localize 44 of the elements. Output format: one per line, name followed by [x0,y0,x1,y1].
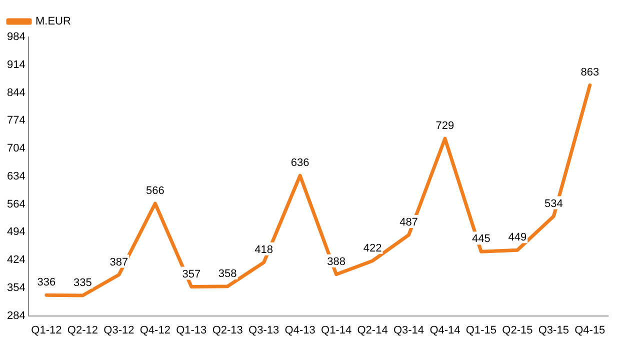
y-tick-label: 704 [6,142,26,155]
x-tick-label: Q1-14 [321,324,352,336]
data-label: 566 [146,185,164,198]
data-label: 418 [254,244,274,256]
data-label: 388 [327,256,346,268]
data-label: 487 [400,216,418,228]
x-tick-label: Q3-14 [393,324,424,336]
data-label: 336 [37,276,56,289]
x-tick-label: Q2-12 [67,324,98,336]
data-label: 357 [182,268,201,280]
y-tick-label: 774 [6,114,26,127]
data-label: 534 [544,198,563,210]
data-label: 335 [74,277,92,290]
data-label: 422 [363,242,382,254]
x-tick-label: Q1-15 [466,324,496,336]
x-tick-label: Q3-15 [538,324,569,336]
x-tick-label: Q4-14 [430,324,460,336]
data-label: 863 [580,66,600,79]
x-tick-label: Q1-12 [31,324,62,336]
y-tick-label: 844 [6,86,26,99]
data-label: 449 [508,232,527,244]
y-tick-label: 564 [6,198,26,210]
x-tick-label: Q4-12 [140,324,170,336]
x-tick-label: Q4-13 [284,324,316,336]
x-tick-label: Q2-14 [357,324,388,336]
x-tick-label: Q3-13 [248,324,280,336]
y-tick-label: 354 [6,282,26,294]
y-tick-label: 284 [6,310,26,322]
y-tick-label: 494 [6,226,26,238]
data-label: 729 [436,120,454,132]
data-label: 445 [472,233,490,246]
data-label: 387 [110,256,128,268]
y-tick-label: 984 [6,31,26,44]
y-tick-label: 634 [6,170,26,182]
data-label: 636 [290,157,310,170]
y-tick-label: 424 [6,254,26,266]
x-tick-label: Q4-15 [574,324,606,336]
x-tick-label: Q2-13 [212,324,243,336]
legend-label: M.EUR [36,16,71,28]
y-tick-label: 914 [6,58,26,71]
x-tick-label: Q3-12 [104,324,134,336]
x-tick-label: Q1-13 [176,324,207,336]
x-tick-label: Q2-15 [502,324,533,336]
data-label: 358 [218,268,237,280]
